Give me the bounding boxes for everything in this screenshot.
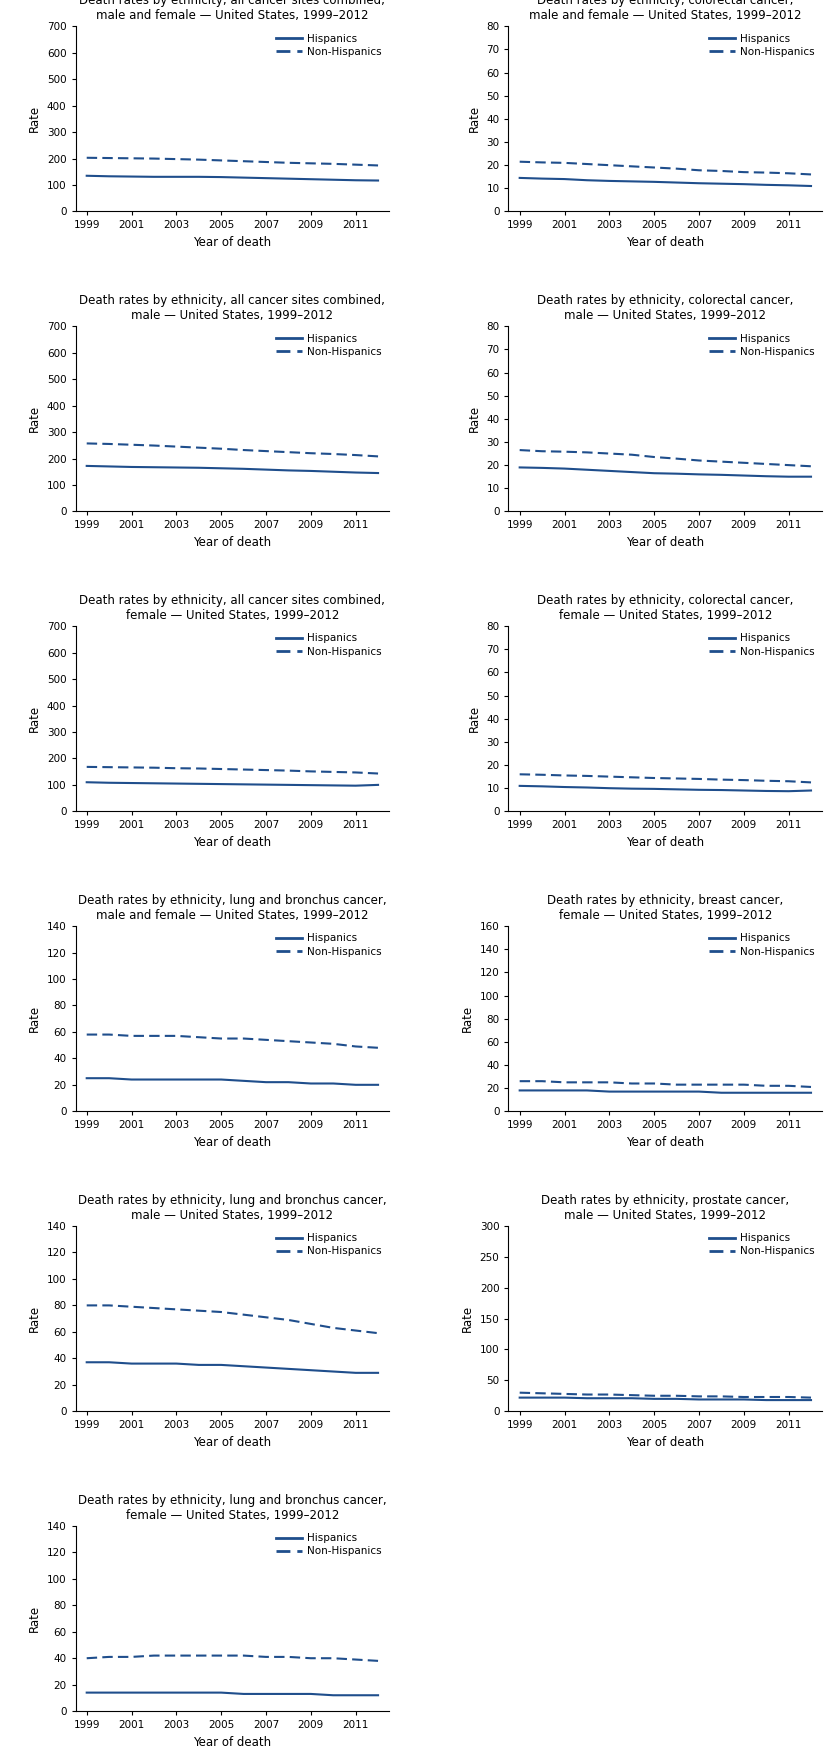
X-axis label: Year of death: Year of death xyxy=(626,237,705,249)
Y-axis label: Rate: Rate xyxy=(29,405,41,432)
Title: Death rates by ethnicity, breast cancer,
female — United States, 1999–2012: Death rates by ethnicity, breast cancer,… xyxy=(547,895,784,921)
Y-axis label: Rate: Rate xyxy=(461,1006,474,1032)
X-axis label: Year of death: Year of death xyxy=(626,535,705,549)
Legend: Hispanics, Non-Hispanics: Hispanics, Non-Hispanics xyxy=(274,32,384,60)
X-axis label: Year of death: Year of death xyxy=(193,1736,272,1748)
Title: Death rates by ethnicity, lung and bronchus cancer,
female — United States, 1999: Death rates by ethnicity, lung and bronc… xyxy=(78,1494,387,1522)
Legend: Hispanics, Non-Hispanics: Hispanics, Non-Hispanics xyxy=(707,932,817,958)
Title: Death rates by ethnicity, colorectal cancer,
male and female — United States, 19: Death rates by ethnicity, colorectal can… xyxy=(529,0,801,23)
X-axis label: Year of death: Year of death xyxy=(193,237,272,249)
X-axis label: Year of death: Year of death xyxy=(193,1135,272,1150)
Y-axis label: Rate: Rate xyxy=(29,706,41,732)
Legend: Hispanics, Non-Hispanics: Hispanics, Non-Hispanics xyxy=(707,1232,817,1258)
Y-axis label: Rate: Rate xyxy=(468,405,481,432)
X-axis label: Year of death: Year of death xyxy=(193,535,272,549)
Y-axis label: Rate: Rate xyxy=(468,105,481,132)
Y-axis label: Rate: Rate xyxy=(29,1606,41,1632)
Y-axis label: Rate: Rate xyxy=(461,1306,474,1332)
X-axis label: Year of death: Year of death xyxy=(626,1436,705,1450)
Title: Death rates by ethnicity, colorectal cancer,
male — United States, 1999–2012: Death rates by ethnicity, colorectal can… xyxy=(537,295,794,323)
Legend: Hispanics, Non-Hispanics: Hispanics, Non-Hispanics xyxy=(274,332,384,358)
X-axis label: Year of death: Year of death xyxy=(626,835,705,849)
Legend: Hispanics, Non-Hispanics: Hispanics, Non-Hispanics xyxy=(274,1232,384,1258)
Legend: Hispanics, Non-Hispanics: Hispanics, Non-Hispanics xyxy=(707,332,817,358)
Legend: Hispanics, Non-Hispanics: Hispanics, Non-Hispanics xyxy=(707,632,817,658)
Legend: Hispanics, Non-Hispanics: Hispanics, Non-Hispanics xyxy=(274,632,384,658)
Title: Death rates by ethnicity, all cancer sites combined,
male and female — United St: Death rates by ethnicity, all cancer sit… xyxy=(80,0,385,23)
Legend: Hispanics, Non-Hispanics: Hispanics, Non-Hispanics xyxy=(707,32,817,60)
Legend: Hispanics, Non-Hispanics: Hispanics, Non-Hispanics xyxy=(274,1530,384,1558)
Legend: Hispanics, Non-Hispanics: Hispanics, Non-Hispanics xyxy=(274,932,384,958)
X-axis label: Year of death: Year of death xyxy=(193,835,272,849)
X-axis label: Year of death: Year of death xyxy=(193,1436,272,1450)
Y-axis label: Rate: Rate xyxy=(29,105,41,132)
Title: Death rates by ethnicity, all cancer sites combined,
male — United States, 1999–: Death rates by ethnicity, all cancer sit… xyxy=(80,295,385,323)
Title: Death rates by ethnicity, lung and bronchus cancer,
male — United States, 1999–2: Death rates by ethnicity, lung and bronc… xyxy=(78,1193,387,1221)
Title: Death rates by ethnicity, colorectal cancer,
female — United States, 1999–2012: Death rates by ethnicity, colorectal can… xyxy=(537,595,794,623)
X-axis label: Year of death: Year of death xyxy=(626,1135,705,1150)
Y-axis label: Rate: Rate xyxy=(29,1006,41,1032)
Y-axis label: Rate: Rate xyxy=(468,706,481,732)
Title: Death rates by ethnicity, lung and bronchus cancer,
male and female — United Sta: Death rates by ethnicity, lung and bronc… xyxy=(78,895,387,921)
Title: Death rates by ethnicity, prostate cancer,
male — United States, 1999–2012: Death rates by ethnicity, prostate cance… xyxy=(541,1193,789,1221)
Title: Death rates by ethnicity, all cancer sites combined,
female — United States, 199: Death rates by ethnicity, all cancer sit… xyxy=(80,595,385,623)
Y-axis label: Rate: Rate xyxy=(29,1306,41,1332)
